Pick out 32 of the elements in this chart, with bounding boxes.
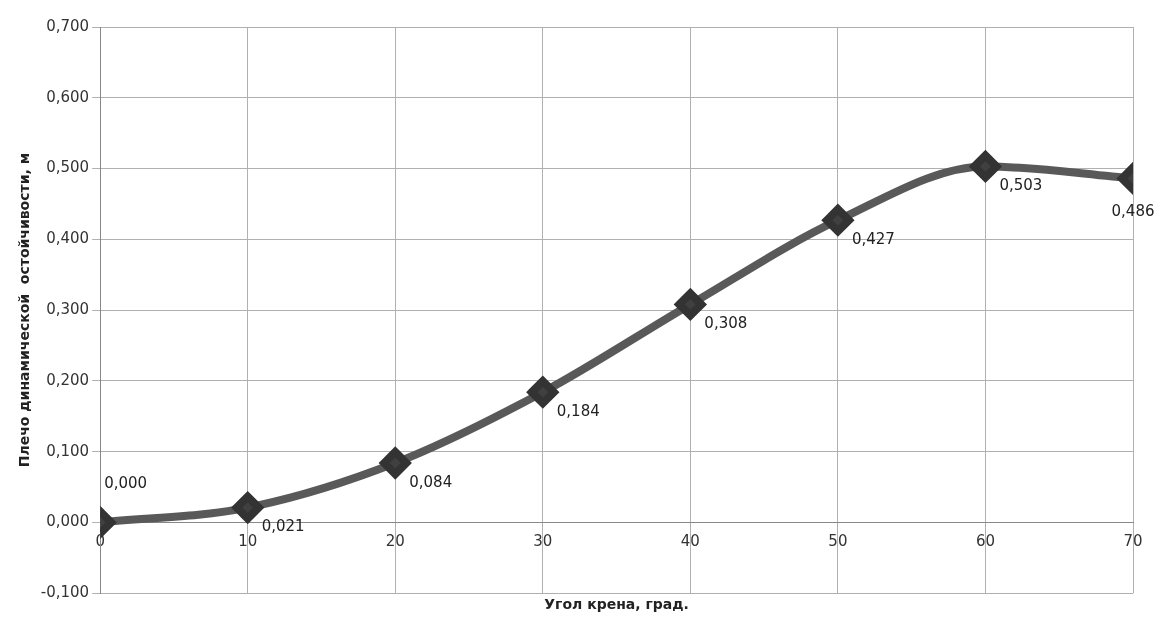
y-tick-label: -0,100 <box>40 583 90 602</box>
y-tick-label: 0,000 <box>46 512 90 531</box>
y-tick-label: 0,500 <box>46 158 90 177</box>
point <box>675 289 706 320</box>
x-axis-title: Угол крена, град. <box>544 596 689 613</box>
y-tick-label: 0,600 <box>46 87 90 106</box>
y-tick-label: 0,300 <box>46 299 90 318</box>
point <box>822 205 853 236</box>
y-tick-label: 0,200 <box>46 370 90 389</box>
x-tick-label: 50 <box>828 532 848 551</box>
x-tick-label: 20 <box>385 532 405 551</box>
point <box>380 447 411 478</box>
point <box>970 151 1001 182</box>
x-tick-label: 70 <box>1123 532 1143 551</box>
y-tick-label: 0,100 <box>46 441 90 460</box>
data-label: 0,427 <box>851 230 895 249</box>
point <box>232 492 263 523</box>
data-label: 0,000 <box>104 474 148 493</box>
x-tick-label: 60 <box>975 532 995 551</box>
data-label: 0,084 <box>409 472 453 491</box>
data-label: 0,184 <box>556 402 600 421</box>
data-label: 0,486 <box>1111 202 1155 221</box>
data-label: 0,503 <box>999 176 1043 195</box>
y-axis-title: Плечо динамической остойчивости, м <box>16 152 33 468</box>
y-tick-label: 0,400 <box>46 229 90 248</box>
data-label: 0,021 <box>261 517 305 536</box>
x-tick-label: 30 <box>533 532 553 551</box>
x-tick-label: 10 <box>238 532 258 551</box>
y-tick-label: 0,700 <box>46 16 90 35</box>
x-tick-label: 40 <box>680 532 700 551</box>
point <box>527 377 558 408</box>
data-label: 0,308 <box>704 314 748 333</box>
